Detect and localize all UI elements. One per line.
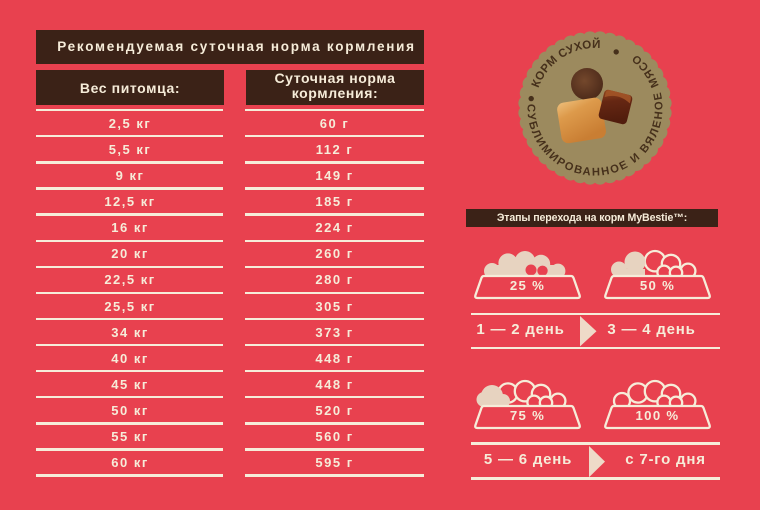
svg-text:25 %: 25 % — [510, 278, 545, 293]
svg-text:50 %: 50 % — [640, 278, 675, 293]
svg-text:100 %: 100 % — [636, 408, 680, 423]
svg-text:75 %: 75 % — [510, 408, 545, 423]
